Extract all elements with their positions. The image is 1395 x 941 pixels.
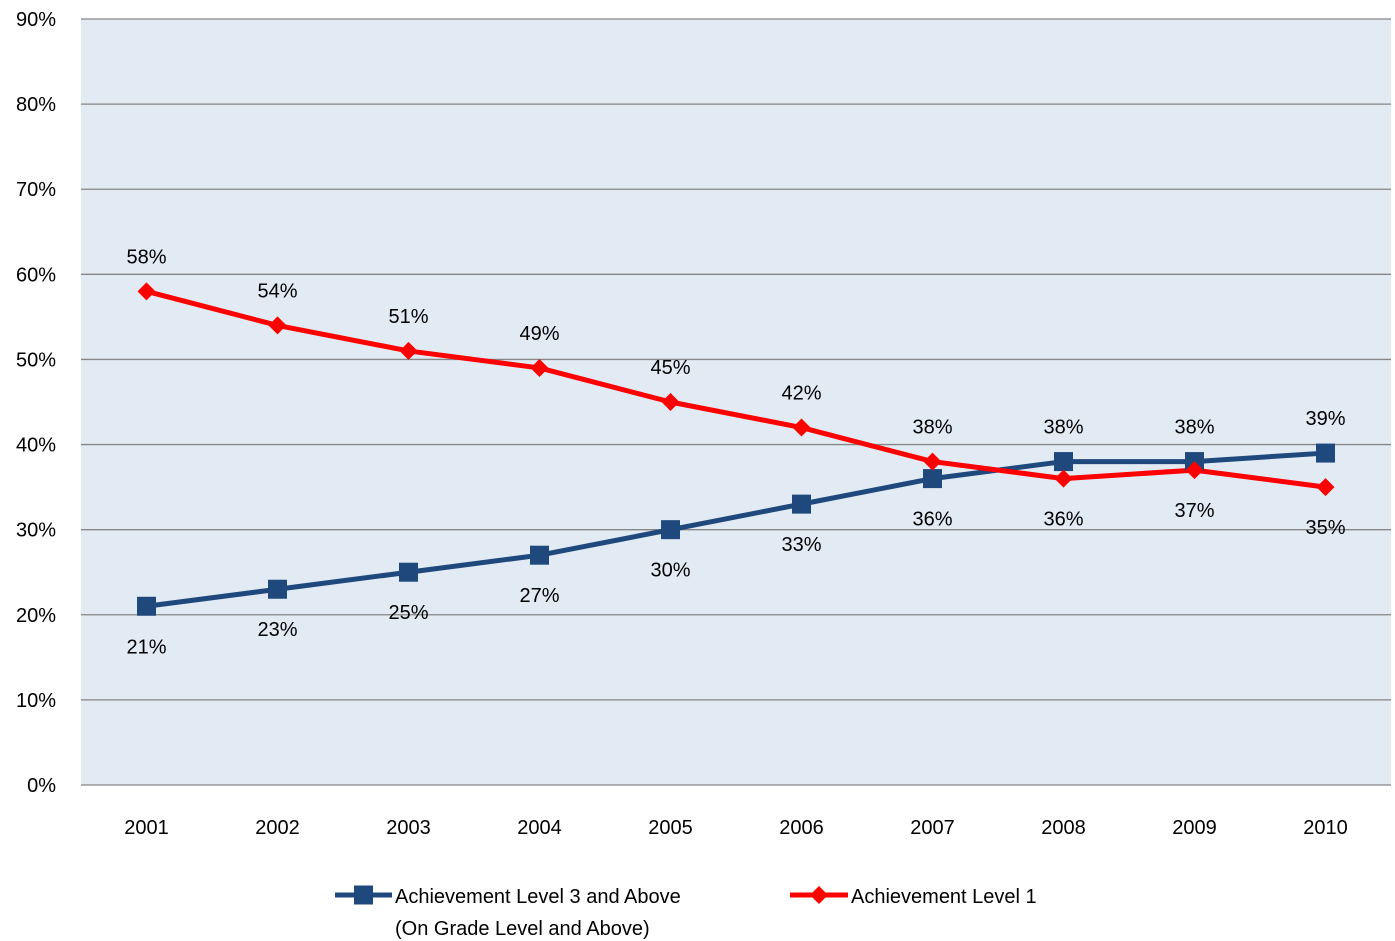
x-tick-label: 2008 bbox=[1041, 817, 1086, 839]
data-point-series-2 bbox=[923, 452, 942, 471]
x-tick-label: 2006 bbox=[779, 817, 824, 839]
x-tick-label: 2007 bbox=[910, 817, 955, 839]
data-point-series-1 bbox=[792, 494, 811, 514]
x-tick-label: 2003 bbox=[386, 817, 431, 839]
y-tick-label: 10% bbox=[16, 690, 56, 712]
y-tick-label: 20% bbox=[16, 605, 56, 627]
data-label-series-1: 36% bbox=[912, 509, 952, 531]
data-label-series-1: 21% bbox=[126, 636, 166, 658]
data-label-series-1: 25% bbox=[388, 602, 428, 624]
x-tick-label: 2001 bbox=[124, 817, 169, 839]
data-label-series-1: 33% bbox=[781, 534, 821, 556]
x-tick-label: 2004 bbox=[517, 817, 562, 839]
series-line-1 bbox=[146, 450, 1326, 609]
data-point-series-1 bbox=[268, 579, 287, 599]
legend-marker-series-1 bbox=[354, 885, 373, 905]
x-tick-label: 2005 bbox=[648, 817, 693, 839]
data-point-series-2 bbox=[1316, 478, 1335, 497]
y-tick-label: 40% bbox=[16, 435, 56, 457]
data-label-series-2: 49% bbox=[519, 323, 559, 345]
data-label-series-1: 39% bbox=[1305, 408, 1345, 430]
data-point-series-2 bbox=[792, 418, 811, 437]
plot-area bbox=[81, 19, 1391, 785]
data-label-series-1: 30% bbox=[650, 560, 690, 582]
data-label-series-2: 58% bbox=[126, 246, 166, 268]
data-label-series-1: 27% bbox=[519, 585, 559, 607]
data-point-series-1 bbox=[1316, 443, 1335, 463]
y-tick-label: 0% bbox=[27, 775, 56, 797]
x-tick-label: 2010 bbox=[1303, 817, 1348, 839]
data-point-series-2 bbox=[137, 282, 156, 301]
y-tick-label: 90% bbox=[16, 9, 56, 31]
legend-label-series-2: Achievement Level 1 bbox=[851, 886, 1037, 908]
y-tick-label: 30% bbox=[16, 520, 56, 542]
data-label-series-1: 38% bbox=[1174, 417, 1214, 439]
data-label-series-2: 36% bbox=[1043, 509, 1083, 531]
data-point-series-1 bbox=[530, 545, 549, 565]
x-tick-label: 2009 bbox=[1172, 817, 1217, 839]
data-point-series-2 bbox=[268, 316, 287, 335]
data-label-series-2: 37% bbox=[1174, 500, 1214, 522]
data-point-series-2 bbox=[1185, 461, 1204, 480]
legend-label-series-1-line2: (On Grade Level and Above) bbox=[395, 918, 650, 940]
legend-marker-series-2 bbox=[810, 886, 828, 904]
y-tick-label: 60% bbox=[16, 264, 56, 286]
x-tick-label: 2002 bbox=[255, 817, 300, 839]
data-label-series-2: 42% bbox=[781, 383, 821, 405]
y-tick-label: 50% bbox=[16, 349, 56, 371]
series-line-2 bbox=[145, 288, 1326, 490]
data-point-series-1 bbox=[399, 562, 418, 582]
data-label-series-1: 38% bbox=[1043, 417, 1083, 439]
data-point-series-2 bbox=[530, 358, 549, 377]
legend-label-series-1: Achievement Level 3 and Above bbox=[395, 886, 681, 908]
data-point-series-2 bbox=[661, 393, 680, 411]
data-point-series-2 bbox=[1054, 469, 1073, 488]
data-point-series-1 bbox=[1054, 452, 1073, 472]
data-label-series-2: 35% bbox=[1305, 517, 1345, 539]
data-point-series-1 bbox=[923, 469, 942, 489]
data-label-series-2: 54% bbox=[257, 280, 297, 302]
data-point-series-1 bbox=[661, 520, 680, 540]
y-tick-label: 70% bbox=[16, 179, 56, 201]
data-label-series-2: 45% bbox=[650, 357, 690, 379]
data-point-series-2 bbox=[399, 341, 418, 360]
data-label-series-1: 23% bbox=[257, 619, 297, 641]
data-point-series-1 bbox=[137, 596, 156, 616]
data-label-series-2: 38% bbox=[912, 417, 952, 439]
data-label-series-2: 51% bbox=[388, 306, 428, 328]
y-tick-label: 80% bbox=[16, 94, 56, 116]
